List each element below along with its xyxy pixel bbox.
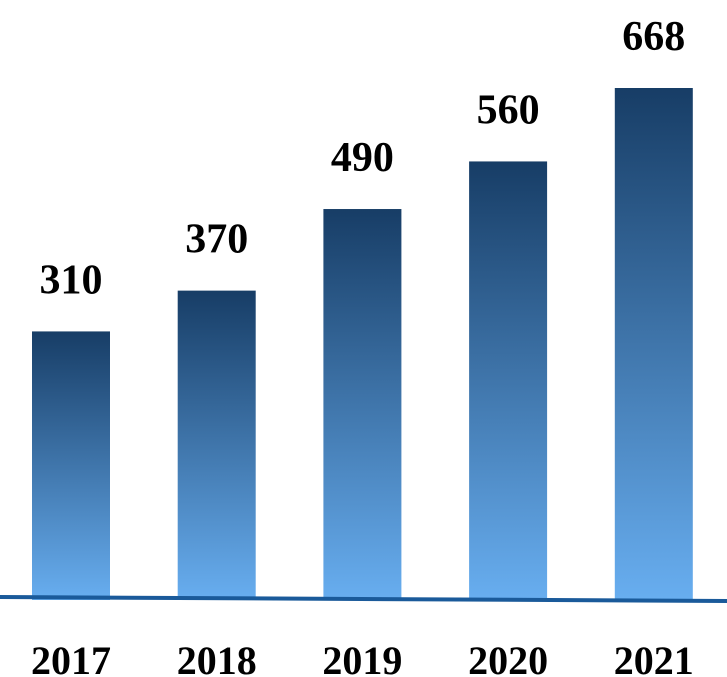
data-label-2020: 560: [477, 87, 540, 133]
data-label-2017: 310: [40, 257, 103, 303]
bar-2019: [323, 209, 402, 600]
x-tick-label-2018: 2018: [177, 638, 257, 677]
x-tick-label-2017: 2017: [31, 638, 111, 677]
data-label-2019: 490: [331, 135, 394, 181]
bar-2021: [614, 88, 693, 600]
x-tick-label-2019: 2019: [322, 638, 402, 677]
data-label-2018: 370: [185, 217, 248, 263]
data-label-2021: 668: [622, 14, 685, 60]
bar-2018: [177, 290, 256, 600]
bar-2017: [32, 331, 110, 600]
x-axis-line: [0, 595, 727, 603]
bar-2020: [469, 161, 548, 600]
x-tick-label-2020: 2020: [468, 638, 548, 677]
x-tick-label-2021: 2021: [614, 638, 694, 677]
